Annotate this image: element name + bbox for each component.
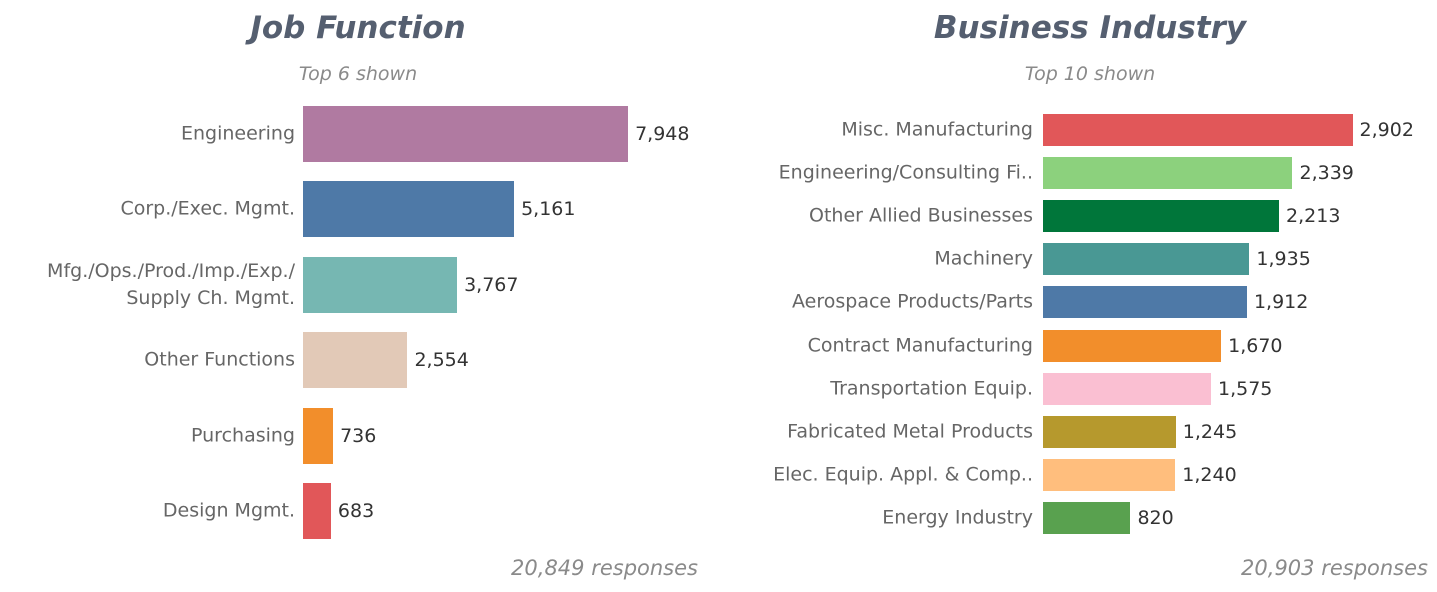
value-label: 5,161 bbox=[521, 198, 576, 221]
category-label: Energy Industry bbox=[882, 506, 1033, 529]
bar bbox=[303, 407, 334, 464]
bar bbox=[303, 256, 458, 313]
bar bbox=[1043, 157, 1293, 190]
category-label: Other Allied Businesses bbox=[809, 204, 1033, 227]
category-label: Aerospace Products/Parts bbox=[792, 290, 1033, 313]
bar bbox=[1043, 200, 1280, 233]
value-label: 2,213 bbox=[1286, 205, 1341, 228]
footnote: 20,903 responses bbox=[1241, 556, 1428, 580]
chart-subtitle: Top 10 shown bbox=[1024, 63, 1156, 85]
bar bbox=[1043, 286, 1247, 319]
bar bbox=[1043, 458, 1176, 491]
category-label: Other Functions bbox=[144, 348, 295, 371]
value-label: 1,575 bbox=[1218, 377, 1273, 400]
bar bbox=[303, 332, 408, 389]
category-label: Engineering bbox=[181, 122, 295, 145]
value-label: 7,948 bbox=[635, 123, 690, 145]
chart-title: Business Industry bbox=[933, 10, 1247, 46]
value-label: 736 bbox=[340, 424, 377, 447]
bar bbox=[1043, 114, 1353, 146]
category-label: Contract Manufacturing bbox=[807, 334, 1033, 356]
value-label: 820 bbox=[1137, 506, 1174, 529]
category-label: Transportation Equip. bbox=[830, 377, 1033, 400]
bar bbox=[303, 181, 515, 238]
value-label: 1,912 bbox=[1253, 291, 1309, 314]
value-label: 2,339 bbox=[1299, 162, 1354, 185]
category-label: Design Mgmt. bbox=[162, 499, 295, 522]
category-label: Mfg./Ops./Prod./Imp./Exp./ Supply Ch. Mg… bbox=[47, 259, 295, 309]
bar bbox=[1043, 372, 1211, 405]
chart-subtitle: Top 6 shown bbox=[298, 63, 418, 85]
bar bbox=[303, 483, 331, 539]
chart-title: Job Function bbox=[250, 10, 466, 46]
value-label: 1,935 bbox=[1256, 248, 1311, 271]
value-label: 683 bbox=[337, 500, 375, 522]
value-label: 3,767 bbox=[464, 273, 519, 296]
category-label: Machinery bbox=[934, 247, 1033, 270]
value-label: 1,240 bbox=[1182, 463, 1237, 486]
bar bbox=[1043, 501, 1131, 534]
value-label: 2,554 bbox=[414, 349, 469, 372]
footnote: 20,849 responses bbox=[511, 556, 698, 580]
category-label: Purchasing bbox=[191, 424, 295, 447]
value-label: 1,245 bbox=[1182, 420, 1238, 443]
category-label: Fabricated Metal Products bbox=[787, 420, 1033, 443]
category-label: Elec. Equip. Appl. & Comp.. bbox=[773, 463, 1033, 486]
value-label: 1,670 bbox=[1228, 334, 1283, 357]
bar bbox=[303, 106, 629, 162]
bar bbox=[1043, 415, 1176, 448]
bar bbox=[1043, 329, 1222, 362]
category-label: Misc. Manufacturing bbox=[841, 118, 1033, 141]
bar bbox=[1043, 243, 1250, 276]
category-label: Corp./Exec. Mgmt. bbox=[120, 197, 295, 220]
category-label: Engineering/Consulting Fi.. bbox=[778, 161, 1033, 184]
value-label: 2,902 bbox=[1359, 119, 1414, 141]
